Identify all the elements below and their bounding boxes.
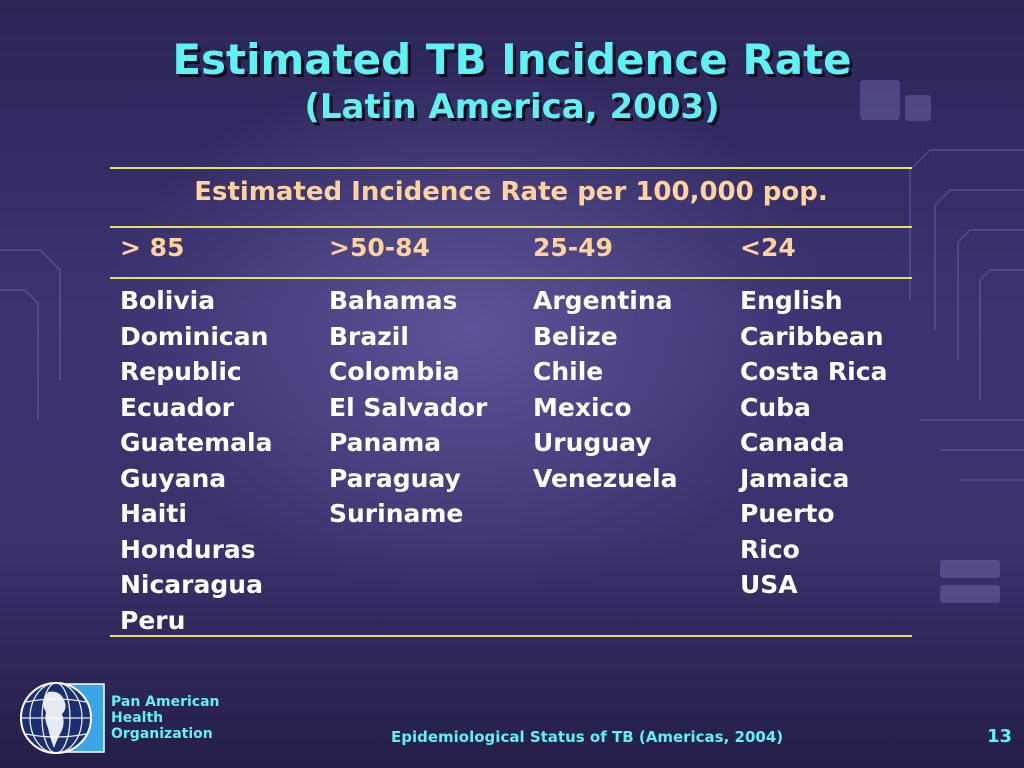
column-list-50-84: Bahamas Brazil Colombia El Salvador Pana… xyxy=(329,283,487,532)
list-item: Caribbean xyxy=(740,321,884,351)
list-item: Bahamas xyxy=(329,286,458,315)
list-item: Paraguay xyxy=(329,463,461,493)
list-item: Suriname xyxy=(329,499,464,528)
column-list-gt85: Bolivia Dominican Republic Ecuador Guate… xyxy=(120,283,272,638)
column-list-lt24: English Caribbean Costa Rica Cuba Canada… xyxy=(740,283,887,603)
list-item: Mexico xyxy=(533,392,632,422)
list-item: Republic xyxy=(120,357,242,386)
list-item: Guatemala xyxy=(120,428,273,457)
list-item: Honduras xyxy=(120,534,256,564)
org-name-line: Pan American xyxy=(111,694,220,710)
table-top-rule xyxy=(110,167,912,169)
column-list-25-49: Argentina Belize Chile Mexico Uruguay Ve… xyxy=(533,283,677,496)
column-header-lt24: <24 xyxy=(740,233,796,262)
list-item: Costa Rica xyxy=(740,357,888,386)
title-block: Estimated TB Incidence Rate (Latin Ameri… xyxy=(0,34,1024,128)
list-item: Dominican xyxy=(120,321,269,351)
column-header-25-49: 25-49 xyxy=(533,233,613,262)
slide-title: Estimated TB Incidence Rate xyxy=(172,35,852,84)
list-item: USA xyxy=(740,570,798,599)
list-item: Uruguay xyxy=(533,428,652,457)
list-item: Brazil xyxy=(329,321,409,351)
list-item: Puerto xyxy=(740,499,835,528)
org-name: Pan American Health Organization xyxy=(111,694,220,742)
list-item: El Salvador xyxy=(329,392,488,422)
slide-subtitle: (Latin America, 2003) xyxy=(304,87,720,127)
table-columns-rule xyxy=(110,277,912,279)
list-item: Guyana xyxy=(120,463,227,493)
list-item: Jamaica xyxy=(740,463,850,493)
table-header: Estimated Incidence Rate per 100,000 pop… xyxy=(194,177,828,207)
list-item: Ecuador xyxy=(120,392,234,422)
page-number: 13 xyxy=(986,726,1012,747)
column-header-50-84: >50-84 xyxy=(329,233,430,262)
list-item: Nicaragua xyxy=(120,570,263,599)
list-item: Cuba xyxy=(740,392,811,422)
list-item: Haiti xyxy=(120,499,187,528)
list-item: Argentina xyxy=(533,286,673,315)
list-item: Canada xyxy=(740,428,845,457)
list-item: Colombia xyxy=(329,357,460,386)
list-item: Bolivia xyxy=(120,286,216,315)
list-item: English xyxy=(740,286,843,315)
list-item: Panama xyxy=(329,428,442,457)
list-item: Belize xyxy=(533,321,618,351)
globe-icon xyxy=(20,682,105,754)
list-item: Peru xyxy=(120,605,186,635)
table-header-rule xyxy=(110,226,912,228)
org-name-line: Organization xyxy=(111,726,213,742)
list-item: Chile xyxy=(533,357,604,386)
column-header-gt85: > 85 xyxy=(120,233,185,262)
table-bottom-rule xyxy=(110,635,912,637)
list-item: Rico xyxy=(740,534,800,564)
list-item: Venezuela xyxy=(533,463,678,493)
org-name-line: Health xyxy=(111,710,164,726)
footer-caption: Epidemiological Status of TB (Americas, … xyxy=(391,728,784,746)
